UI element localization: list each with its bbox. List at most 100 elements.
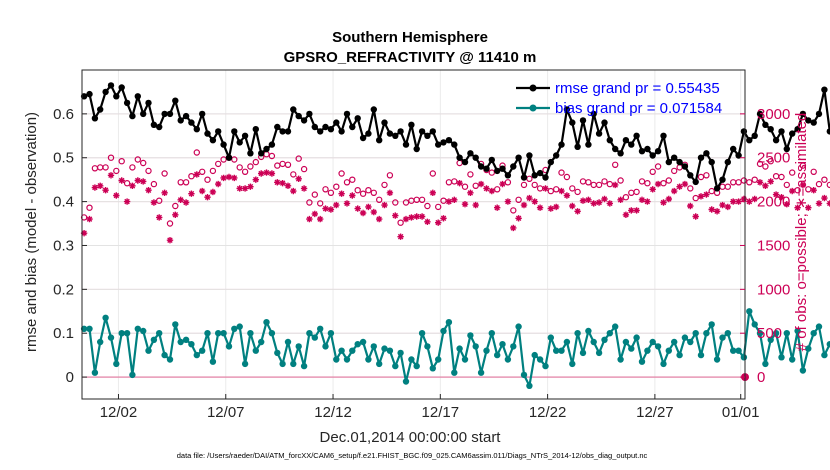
data-point xyxy=(526,382,533,389)
data-point xyxy=(252,126,259,133)
legend-label: bias grand pr = 0.071584 xyxy=(555,100,722,117)
data-point xyxy=(397,128,404,135)
data-point-assimilated xyxy=(182,199,190,206)
data-point xyxy=(520,371,528,379)
data-point xyxy=(483,165,490,172)
data-point xyxy=(633,132,640,139)
data-point xyxy=(199,110,206,118)
data-point xyxy=(805,345,812,352)
data-point xyxy=(231,325,238,332)
data-point-assimilated xyxy=(172,211,179,218)
data-point xyxy=(595,349,603,357)
data-point-possible xyxy=(349,176,356,183)
data-point xyxy=(107,334,115,341)
data-point xyxy=(188,341,195,348)
data-point xyxy=(794,327,801,335)
data-point xyxy=(247,150,254,157)
data-point-possible xyxy=(622,193,630,201)
data-point-assimilated xyxy=(730,198,737,205)
data-point xyxy=(628,141,635,148)
data-point-assimilated xyxy=(354,205,361,212)
data-point-assimilated xyxy=(204,194,211,201)
data-point xyxy=(574,330,581,337)
series-0 xyxy=(80,82,830,192)
data-point-assimilated xyxy=(612,181,619,189)
data-point-possible xyxy=(268,152,276,160)
data-point xyxy=(268,330,276,337)
data-point-assimilated xyxy=(140,178,147,185)
data-point-assimilated xyxy=(821,194,828,202)
data-point xyxy=(327,126,335,133)
data-point xyxy=(274,349,281,357)
data-point-possible xyxy=(660,179,667,187)
data-point xyxy=(499,165,506,172)
data-point xyxy=(274,123,281,131)
data-point xyxy=(622,338,630,346)
y-tick-label: 0.3 xyxy=(53,237,74,254)
data-point-possible xyxy=(579,178,587,185)
data-point-possible xyxy=(241,168,249,175)
data-point-assimilated xyxy=(735,198,742,205)
data-point xyxy=(182,336,190,343)
data-point-possible xyxy=(429,170,436,177)
data-point-assimilated xyxy=(756,179,764,186)
data-point-assimilated xyxy=(440,215,447,222)
data-point-possible xyxy=(526,175,533,182)
data-point xyxy=(483,347,490,354)
data-point xyxy=(300,117,308,124)
data-point xyxy=(456,345,463,352)
data-point xyxy=(97,338,104,346)
data-point-possible xyxy=(123,179,131,187)
data-point-possible xyxy=(504,179,512,186)
data-point xyxy=(499,341,506,348)
data-point xyxy=(290,106,297,113)
data-point xyxy=(585,141,592,148)
data-point xyxy=(402,378,410,385)
data-point xyxy=(789,356,796,363)
data-point-assimilated xyxy=(660,199,667,206)
data-point xyxy=(317,325,324,332)
data-point-assimilated xyxy=(102,187,109,194)
data-point-assimilated xyxy=(531,198,538,205)
data-point xyxy=(338,128,345,135)
data-point-assimilated xyxy=(306,215,313,223)
data-point xyxy=(268,141,276,148)
data-point xyxy=(595,130,603,137)
data-point-possible xyxy=(558,169,565,176)
data-point xyxy=(681,334,689,341)
data-point-assimilated xyxy=(703,191,710,198)
data-point xyxy=(140,327,147,335)
data-point-assimilated xyxy=(751,195,758,203)
data-point-possible xyxy=(740,177,748,184)
data-point xyxy=(370,106,377,113)
data-point xyxy=(601,336,608,343)
data-point xyxy=(284,338,292,346)
data-point-possible xyxy=(553,186,560,193)
data-point xyxy=(692,330,699,337)
data-point-possible xyxy=(767,157,774,165)
series-3 xyxy=(80,169,830,244)
data-point-assimilated xyxy=(472,201,479,209)
data-point-assimilated xyxy=(129,182,136,189)
data-point xyxy=(713,185,721,192)
data-point xyxy=(215,128,222,135)
data-point-possible xyxy=(161,170,168,177)
data-point xyxy=(102,88,109,96)
data-point xyxy=(515,154,522,161)
data-point-possible xyxy=(601,178,608,185)
data-point-assimilated xyxy=(209,188,217,196)
data-point xyxy=(322,343,329,350)
data-point-possible xyxy=(354,186,361,194)
data-point-possible xyxy=(166,220,174,227)
data-point xyxy=(236,323,243,330)
data-point-possible xyxy=(687,185,694,192)
data-point xyxy=(290,360,297,368)
data-point-possible xyxy=(590,181,597,189)
data-point xyxy=(220,330,227,337)
data-point xyxy=(451,369,458,376)
data-point xyxy=(746,308,753,315)
data-point-assimilated xyxy=(408,214,415,221)
data-point-assimilated xyxy=(451,196,458,203)
plot-frame xyxy=(81,69,746,400)
data-point xyxy=(338,347,345,354)
